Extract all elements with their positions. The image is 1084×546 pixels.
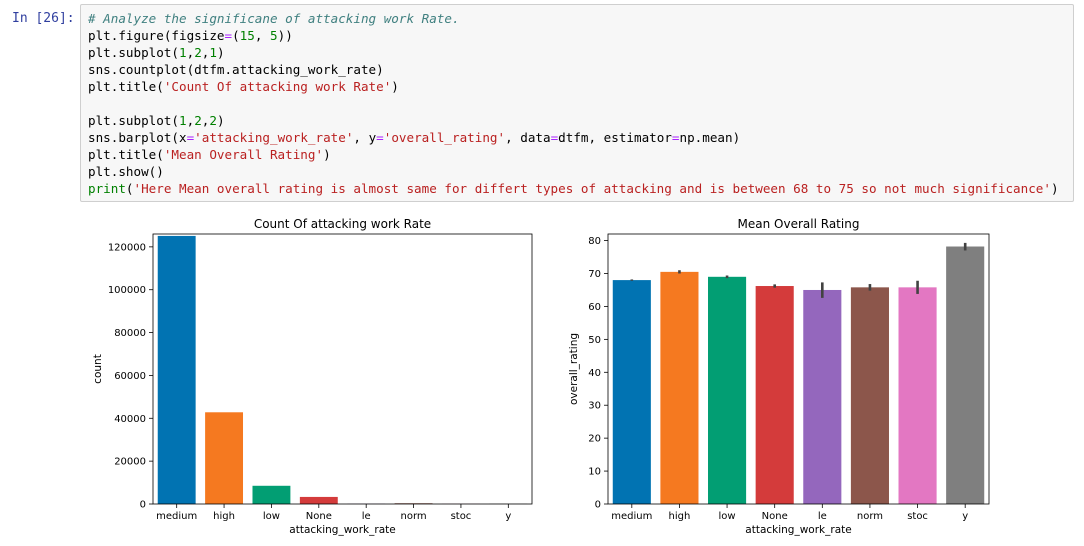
x-tick-label: None [306, 511, 332, 522]
y-tick-label: 0 [595, 500, 601, 511]
x-tick-label: low [719, 511, 736, 522]
code-line: sns.barplot(x='attacking_work_rate', y='… [88, 129, 1059, 146]
code-line: print('Here Mean overall rating is almos… [88, 180, 1059, 197]
output-figure: 0 20000 40000 60000 80000 100000 120000 medium h… [80, 208, 1080, 542]
code-editor[interactable]: # Analyze the significane of attacking w… [88, 10, 1059, 197]
bar-stoc [899, 287, 937, 504]
y-tick-label: 60 [588, 302, 601, 313]
chart-2: 0 10 20 30 40 50 60 70 80 medium high low None le norm… [568, 217, 989, 536]
x-tick-label: stoc [907, 511, 928, 522]
code-line: plt.subplot(1,2,2) [88, 112, 1059, 129]
bar-None [756, 286, 794, 504]
y-axis-label: overall_rating [568, 333, 580, 405]
x-tick-label: norm [400, 511, 426, 522]
y-tick-label: 20 [588, 434, 601, 445]
y-tick-label: 80 [588, 236, 601, 247]
x-axis-label: attacking_work_rate [745, 524, 851, 536]
y-tick-label: 20000 [114, 457, 146, 468]
code-line: plt.title('Mean Overall Rating') [88, 146, 1059, 163]
y-tick-label: 40000 [114, 414, 146, 425]
code-line: # Analyze the significane of attacking w… [88, 10, 1059, 27]
cell-output: 0 20000 40000 60000 80000 100000 120000 medium h… [80, 208, 1080, 542]
x-tick-label: le [362, 511, 371, 522]
y-tick-label: 30 [588, 401, 601, 412]
y-tick-label: 0 [140, 500, 146, 511]
x-tick-label: stoc [451, 511, 472, 522]
x-tick-label: low [263, 511, 280, 522]
x-tick-label: medium [611, 511, 652, 522]
y-tick-label: 10 [588, 467, 601, 478]
x-tick-label: y [505, 511, 511, 522]
code-line [88, 95, 1059, 112]
y-tick-label: 70 [588, 269, 601, 280]
bar-norm [851, 287, 889, 504]
bar-high [660, 272, 698, 504]
bar-y [946, 247, 984, 504]
x-tick-label: norm [857, 511, 883, 522]
code-input-area[interactable]: # Analyze the significane of attacking w… [80, 4, 1074, 202]
bar-le [803, 290, 841, 504]
code-line: plt.subplot(1,2,1) [88, 44, 1059, 61]
x-tick-label: y [962, 511, 968, 522]
y-tick-label: 60000 [114, 371, 146, 382]
code-line: sns.countplot(dtfm.attacking_work_rate) [88, 61, 1059, 78]
bar-high [205, 412, 243, 504]
cell-prompt: In [26]: [12, 11, 75, 26]
x-tick-label: medium [156, 511, 197, 522]
bar-low [708, 277, 746, 504]
y-tick-label: 80000 [114, 328, 146, 339]
bar-medium [613, 280, 651, 504]
y-tick-label: 40 [588, 368, 601, 379]
x-tick-label: high [213, 511, 235, 522]
y-tick-label: 100000 [108, 285, 146, 296]
chart-title: Count Of attacking work Rate [254, 217, 431, 231]
chart-title: Mean Overall Rating [738, 217, 860, 231]
y-axis-label: count [92, 354, 104, 384]
y-tick-label: 120000 [108, 242, 146, 253]
code-line: plt.title('Count Of attacking work Rate'… [88, 78, 1059, 95]
x-tick-label: high [669, 511, 691, 522]
bar-None [300, 497, 338, 504]
bar-medium [158, 236, 196, 504]
x-tick-label: None [762, 511, 788, 522]
x-axis-label: attacking_work_rate [289, 524, 395, 536]
x-tick-label: le [818, 511, 827, 522]
chart-1: 0 20000 40000 60000 80000 100000 120000 medium h… [92, 217, 532, 536]
bar-low [252, 486, 290, 504]
code-line: plt.figure(figsize=(15, 5)) [88, 27, 1059, 44]
code-line: plt.show() [88, 163, 1059, 180]
y-tick-label: 50 [588, 335, 601, 346]
